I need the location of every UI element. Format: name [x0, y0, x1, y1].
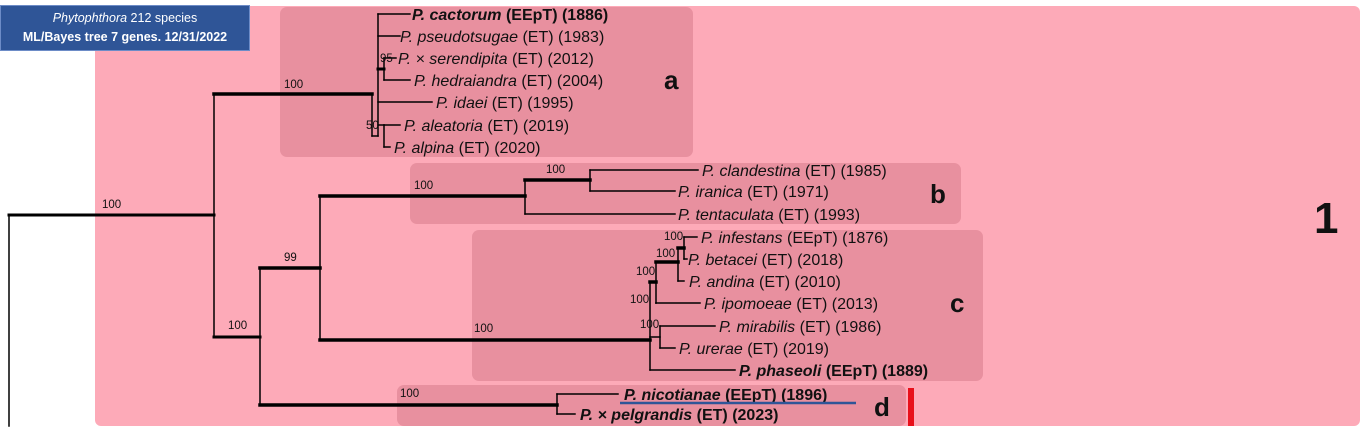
taxon-detail: (EEpT) (1896)	[721, 387, 828, 404]
tree-subtitle: ML/Bayes tree 7 genes. 12/31/2022	[22, 30, 228, 44]
taxon-label: P. clandestina (ET) (1985)	[702, 163, 887, 180]
taxon-detail: (ET) (2004)	[517, 73, 603, 90]
support-aleatoria: 50	[366, 120, 379, 132]
red-marker	[908, 388, 914, 426]
taxon-species: P. pseudotsugae	[400, 29, 518, 46]
taxon-detail: (ET) (2012)	[508, 51, 594, 68]
taxon-label: P. hedraiandra (ET) (2004)	[414, 73, 603, 90]
taxon-label: P. andina (ET) (2010)	[689, 274, 841, 291]
taxon-detail: (ET) (2018)	[757, 252, 843, 269]
support-c-andina: 100	[636, 266, 655, 278]
support-serendipita: 95	[380, 53, 393, 65]
support-c-infestans: 100	[664, 231, 683, 243]
support-clade-d: 100	[400, 388, 419, 400]
support-values: 100 100 95 50 100 99 100 100 100 100 100…	[102, 53, 683, 400]
title-rest: 212 species	[127, 11, 198, 25]
taxon-species: P. cactorum	[412, 7, 502, 24]
clade-a-box	[280, 7, 693, 157]
taxon-species: P. betacei	[688, 252, 758, 269]
taxon-label: P. pseudotsugae (ET) (1983)	[400, 29, 604, 46]
support-root: 100	[102, 199, 121, 211]
taxon-detail: (ET) (2019)	[743, 341, 829, 358]
taxon-label: P. nicotianae (EEpT) (1896)	[624, 387, 827, 404]
taxon-label: P. betacei (ET) (2018)	[688, 252, 843, 269]
taxon-species: P. infestans	[701, 230, 783, 247]
taxon-species: P. alpina	[394, 140, 454, 157]
taxon-detail: (ET) (1985)	[800, 163, 886, 180]
taxon-detail: (ET) (2019)	[483, 118, 569, 135]
taxon-species: P. iranica	[678, 184, 743, 201]
support-clade-b-inner: 100	[546, 164, 565, 176]
taxon-label: P. ipomoeae (ET) (2013)	[704, 296, 878, 313]
support-clade-a: 100	[284, 79, 303, 91]
taxa-labels: P. cactorum (EEpT) (1886) P. pseudotsugae…	[394, 7, 928, 424]
taxon-label: P. idaei (ET) (1995)	[436, 95, 574, 112]
taxon-label: P. × pelgrandis (ET) (2023)	[580, 407, 778, 424]
clade-d-letter: d	[874, 392, 890, 422]
support-c-ipomoeae: 100	[630, 294, 649, 306]
taxon-detail: (ET) (2010)	[755, 274, 841, 291]
taxon-detail: (ET) (1995)	[487, 95, 573, 112]
taxon-label: P. infestans (EEpT) (1876)	[701, 230, 888, 247]
taxon-label: P. phaseoli (EEpT) (1889)	[739, 363, 928, 380]
support-c-betacei: 100	[656, 248, 675, 260]
clade-d-box	[397, 385, 906, 426]
taxon-detail: (ET) (2013)	[792, 296, 878, 313]
support-bc: 99	[284, 252, 297, 264]
clade-c-box	[472, 230, 983, 381]
taxon-label: P. alpina (ET) (2020)	[394, 140, 540, 157]
taxon-species: P. andina	[689, 274, 755, 291]
clade-c-letter: c	[950, 288, 964, 318]
taxon-detail: (EEpT) (1876)	[783, 230, 889, 247]
taxon-species: P. urerae	[679, 341, 743, 358]
taxon-label: P. mirabilis (ET) (1986)	[719, 319, 881, 336]
tree-branches	[7, 13, 736, 427]
taxon-label: P. cactorum (EEpT) (1886)	[412, 7, 608, 24]
taxon-species: P. × pelgrandis	[580, 407, 692, 424]
support-clade-b: 100	[414, 180, 433, 192]
clade-a-letter: a	[664, 65, 679, 95]
taxon-species: P. mirabilis	[719, 319, 795, 336]
support-c-mirabilis: 100	[640, 319, 659, 331]
taxon-detail: (ET) (2020)	[454, 140, 540, 157]
genus-name: Phytophthora	[52, 11, 128, 25]
taxon-species: P. nicotianae	[624, 387, 721, 404]
support-lower-clade: 100	[228, 320, 247, 332]
taxon-detail: (ET) (1971)	[743, 184, 829, 201]
taxon-label: P. aleatoria (ET) (2019)	[404, 118, 569, 135]
taxon-species: P. hedraiandra	[414, 73, 517, 90]
taxon-species: P. ipomoeae	[704, 296, 792, 313]
taxon-detail: (ET) (1993)	[774, 207, 860, 224]
taxon-label: P. × serendipita (ET) (2012)	[398, 51, 594, 68]
taxon-species: P. × serendipita	[398, 51, 508, 68]
taxon-detail: (ET) (1986)	[795, 319, 881, 336]
clade-1-number: 1	[1314, 194, 1338, 243]
taxon-species: P. clandestina	[702, 163, 801, 180]
taxon-species: P. idaei	[436, 95, 488, 112]
clade-b-letter: b	[930, 179, 946, 209]
support-clade-c: 100	[474, 323, 493, 335]
taxon-label: P. iranica (ET) (1971)	[678, 184, 829, 201]
taxon-species: P. phaseoli	[739, 363, 822, 380]
taxon-detail: (EEpT) (1889)	[821, 363, 928, 380]
taxon-species: P. aleatoria	[404, 118, 483, 135]
taxon-detail: (ET) (2023)	[692, 407, 778, 424]
tree-title-box: Phytophthora 212 species ML/Bayes tree 7…	[0, 5, 250, 51]
taxon-detail: (ET) (1983)	[518, 29, 604, 46]
taxon-species: P. tentaculata	[678, 207, 774, 224]
taxon-label: P. tentaculata (ET) (1993)	[678, 207, 860, 224]
taxon-label: P. urerae (ET) (2019)	[679, 341, 829, 358]
taxon-detail: (EEpT) (1886)	[502, 7, 609, 24]
